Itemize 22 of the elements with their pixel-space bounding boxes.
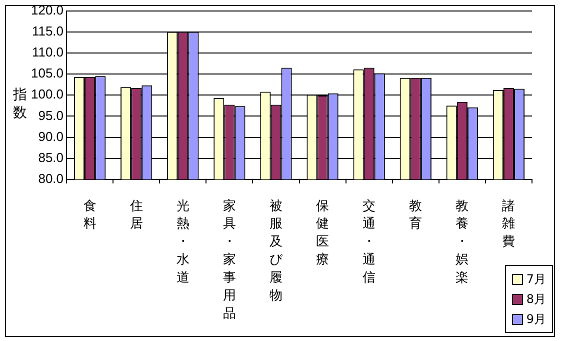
y-tick-label: 110.0 xyxy=(32,44,64,60)
y-tick-label: 115.0 xyxy=(32,23,64,38)
x-tick-label: 家具・家事用品 xyxy=(222,198,236,322)
y-tick-label: 105.0 xyxy=(30,66,64,81)
y-tick-label: 90.0 xyxy=(38,128,64,144)
x-tick-label: 保健医療 xyxy=(316,198,330,268)
y-tick-label: 80.0 xyxy=(38,171,64,186)
legend-label: 9月 xyxy=(526,310,546,328)
y-tick-label: 85.0 xyxy=(38,150,64,165)
x-tick-label: 教養・娯楽 xyxy=(456,198,469,286)
x-tick-label: 食料 xyxy=(83,198,96,232)
y-tick-label: 95.0 xyxy=(38,108,64,123)
legend-label: 8月 xyxy=(526,290,546,308)
x-tick-label: 諸雑費 xyxy=(502,198,516,250)
x-tick-label: 光熱・水道 xyxy=(176,198,190,286)
y-tick-label: 100.0 xyxy=(30,86,64,102)
x-tick-label: 教育 xyxy=(409,198,422,232)
x-tick-label: 交通・通信 xyxy=(362,198,376,286)
x-tick-label: 住居 xyxy=(128,198,143,232)
x-tick-label: 被服及び履物 xyxy=(269,198,284,304)
legend-label: 7月 xyxy=(526,270,546,288)
y-axis-title: 指数 xyxy=(12,86,28,122)
